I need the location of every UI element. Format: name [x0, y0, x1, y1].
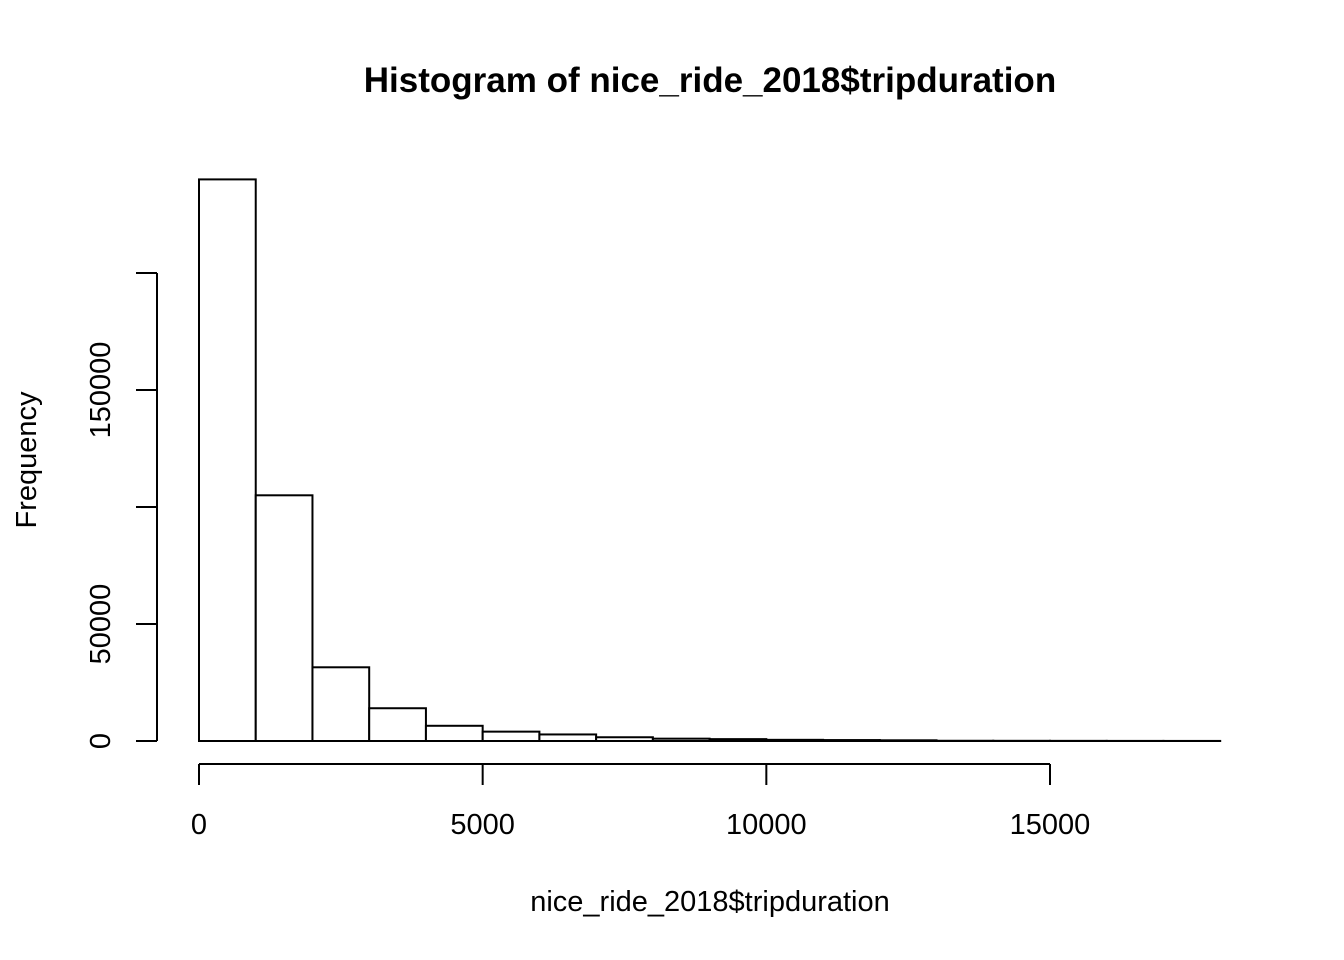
y-tick-label: 0: [85, 733, 117, 749]
histogram-bar: [708, 738, 768, 742]
histogram-bar: [595, 736, 654, 742]
histogram-bar: [254, 494, 314, 742]
histogram-bar: [424, 724, 484, 742]
histogram-bar: [481, 730, 541, 743]
x-axis-label: nice_ride_2018$tripduration: [530, 886, 890, 918]
histogram-bar: [765, 738, 825, 743]
histogram-bar: [311, 666, 371, 742]
x-tick-label: 5000: [450, 809, 515, 841]
x-tick-label: 10000: [726, 809, 807, 841]
y-tick-label: 50000: [85, 584, 117, 665]
histogram-bars: [198, 178, 1222, 743]
chart-title: Histogram of nice_ride_2018$tripduration: [364, 61, 1056, 100]
y-tick-label: 150000: [85, 342, 117, 439]
histogram-bar: [368, 707, 427, 742]
x-axis: 0 5000 10000 15000: [191, 763, 1091, 841]
x-tick-label: 15000: [1010, 809, 1091, 841]
histogram-bar: [198, 178, 257, 742]
histogram-bar: [878, 739, 938, 742]
y-axis: 0 50000 150000: [85, 272, 158, 749]
x-tick-label: 0: [191, 809, 207, 841]
histogram-bar: [651, 737, 711, 742]
histogram-bar: [822, 739, 881, 743]
y-axis-label: Frequency: [11, 391, 43, 529]
histogram-bar: [538, 733, 598, 742]
